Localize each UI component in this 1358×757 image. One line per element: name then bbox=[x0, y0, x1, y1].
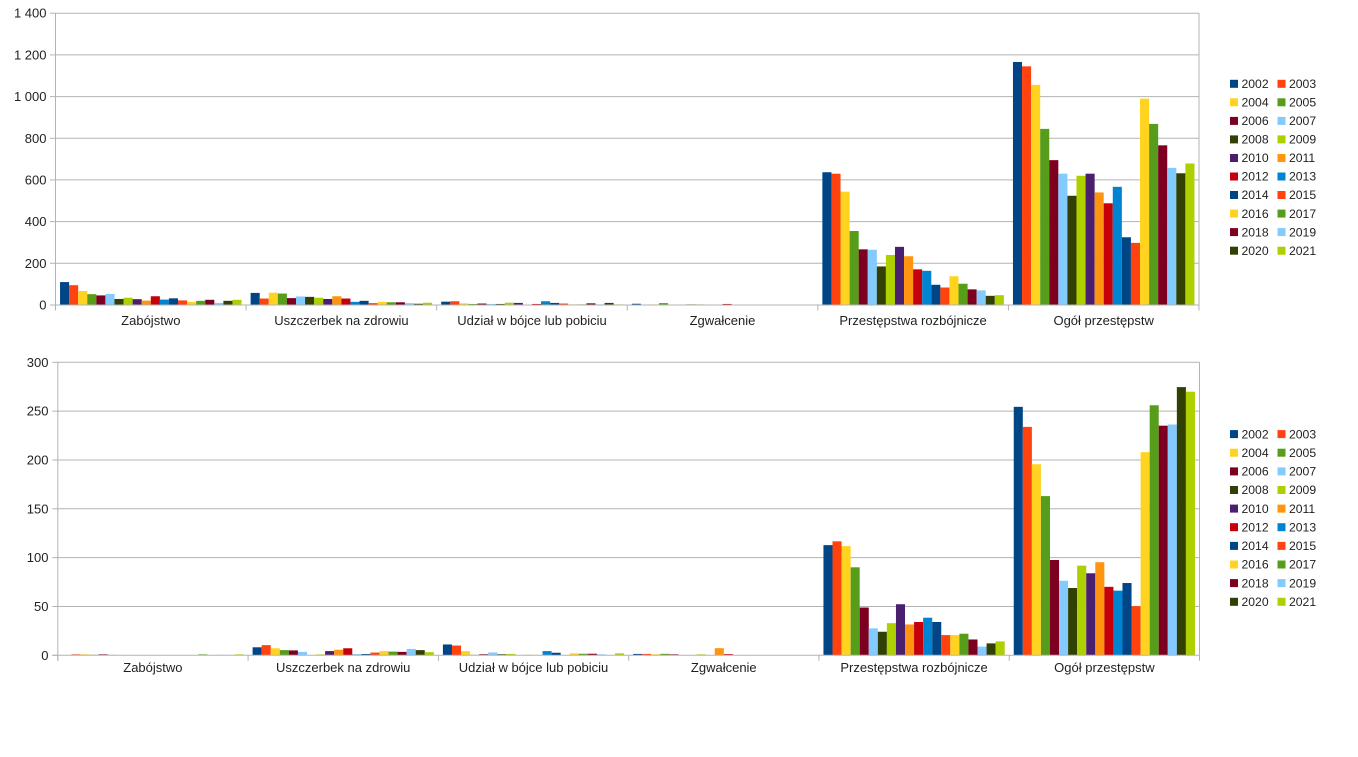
svg-text:2013: 2013 bbox=[1289, 170, 1316, 184]
svg-text:2003: 2003 bbox=[1289, 77, 1316, 91]
svg-text:2011: 2011 bbox=[1289, 502, 1315, 516]
svg-text:2014: 2014 bbox=[1242, 539, 1269, 553]
svg-text:Zabójstwo: Zabójstwo bbox=[121, 313, 180, 328]
svg-text:2020: 2020 bbox=[1242, 244, 1269, 258]
svg-text:300: 300 bbox=[27, 355, 49, 370]
svg-text:2011: 2011 bbox=[1289, 151, 1315, 165]
svg-text:2006: 2006 bbox=[1242, 114, 1269, 128]
svg-text:Ogół przestępstw: Ogół przestępstw bbox=[1053, 313, 1154, 328]
svg-text:600: 600 bbox=[25, 172, 47, 187]
svg-text:2006: 2006 bbox=[1242, 465, 1269, 479]
svg-text:2016: 2016 bbox=[1242, 207, 1269, 221]
svg-text:50: 50 bbox=[34, 599, 48, 614]
svg-text:2002: 2002 bbox=[1242, 77, 1269, 91]
svg-text:400: 400 bbox=[25, 214, 47, 229]
svg-text:Zabójstwo: Zabójstwo bbox=[123, 660, 182, 675]
svg-text:2012: 2012 bbox=[1242, 521, 1269, 535]
svg-text:2012: 2012 bbox=[1242, 170, 1269, 184]
svg-text:Ogół przestępstw: Ogół przestępstw bbox=[1054, 660, 1155, 675]
svg-text:2019: 2019 bbox=[1289, 576, 1316, 590]
svg-text:2004: 2004 bbox=[1242, 96, 1269, 110]
svg-text:2016: 2016 bbox=[1242, 558, 1269, 572]
svg-text:200: 200 bbox=[27, 453, 49, 468]
svg-text:2005: 2005 bbox=[1289, 446, 1316, 460]
svg-text:150: 150 bbox=[27, 501, 49, 516]
svg-text:200: 200 bbox=[25, 256, 47, 271]
svg-text:2007: 2007 bbox=[1289, 465, 1316, 479]
svg-text:2015: 2015 bbox=[1289, 188, 1316, 202]
svg-text:2021: 2021 bbox=[1289, 595, 1316, 609]
svg-text:2010: 2010 bbox=[1242, 502, 1269, 516]
svg-text:2015: 2015 bbox=[1289, 539, 1316, 553]
svg-text:0: 0 bbox=[41, 648, 48, 663]
svg-text:2008: 2008 bbox=[1242, 133, 1269, 147]
svg-text:100: 100 bbox=[27, 550, 49, 565]
svg-text:2013: 2013 bbox=[1289, 521, 1316, 535]
svg-text:Zgwałcenie: Zgwałcenie bbox=[691, 660, 757, 675]
svg-text:2021: 2021 bbox=[1289, 244, 1316, 258]
svg-text:Udział w bójce lub pobiciu: Udział w bójce lub pobiciu bbox=[457, 313, 607, 328]
svg-text:2004: 2004 bbox=[1242, 446, 1269, 460]
svg-text:Uszczerbek na zdrowiu: Uszczerbek na zdrowiu bbox=[276, 660, 410, 675]
svg-text:2003: 2003 bbox=[1289, 427, 1316, 441]
svg-text:Zgwałcenie: Zgwałcenie bbox=[690, 313, 756, 328]
svg-text:2007: 2007 bbox=[1289, 114, 1316, 128]
svg-text:1 000: 1 000 bbox=[14, 89, 47, 104]
svg-text:Przestępstwa rozbójnicze: Przestępstwa rozbójnicze bbox=[840, 660, 987, 675]
svg-text:1 400: 1 400 bbox=[14, 6, 47, 21]
svg-text:2014: 2014 bbox=[1242, 188, 1269, 202]
svg-text:2017: 2017 bbox=[1289, 558, 1316, 572]
svg-text:2008: 2008 bbox=[1242, 483, 1269, 497]
svg-text:2005: 2005 bbox=[1289, 96, 1316, 110]
svg-text:2002: 2002 bbox=[1242, 427, 1269, 441]
svg-text:2019: 2019 bbox=[1289, 225, 1316, 239]
svg-text:800: 800 bbox=[25, 131, 47, 146]
svg-text:Udział w bójce lub pobiciu: Udział w bójce lub pobiciu bbox=[459, 660, 609, 675]
svg-text:2018: 2018 bbox=[1242, 225, 1269, 239]
svg-text:2017: 2017 bbox=[1289, 207, 1316, 221]
svg-text:2020: 2020 bbox=[1242, 595, 1269, 609]
svg-text:250: 250 bbox=[27, 404, 49, 419]
svg-text:1 200: 1 200 bbox=[14, 47, 47, 62]
svg-text:2009: 2009 bbox=[1289, 483, 1316, 497]
svg-text:2018: 2018 bbox=[1242, 576, 1269, 590]
svg-text:Przestępstwa rozbójnicze: Przestępstwa rozbójnicze bbox=[839, 313, 986, 328]
svg-text:2010: 2010 bbox=[1242, 151, 1269, 165]
svg-text:0: 0 bbox=[39, 298, 46, 313]
svg-text:2009: 2009 bbox=[1289, 133, 1316, 147]
svg-text:Uszczerbek na zdrowiu: Uszczerbek na zdrowiu bbox=[274, 313, 408, 328]
